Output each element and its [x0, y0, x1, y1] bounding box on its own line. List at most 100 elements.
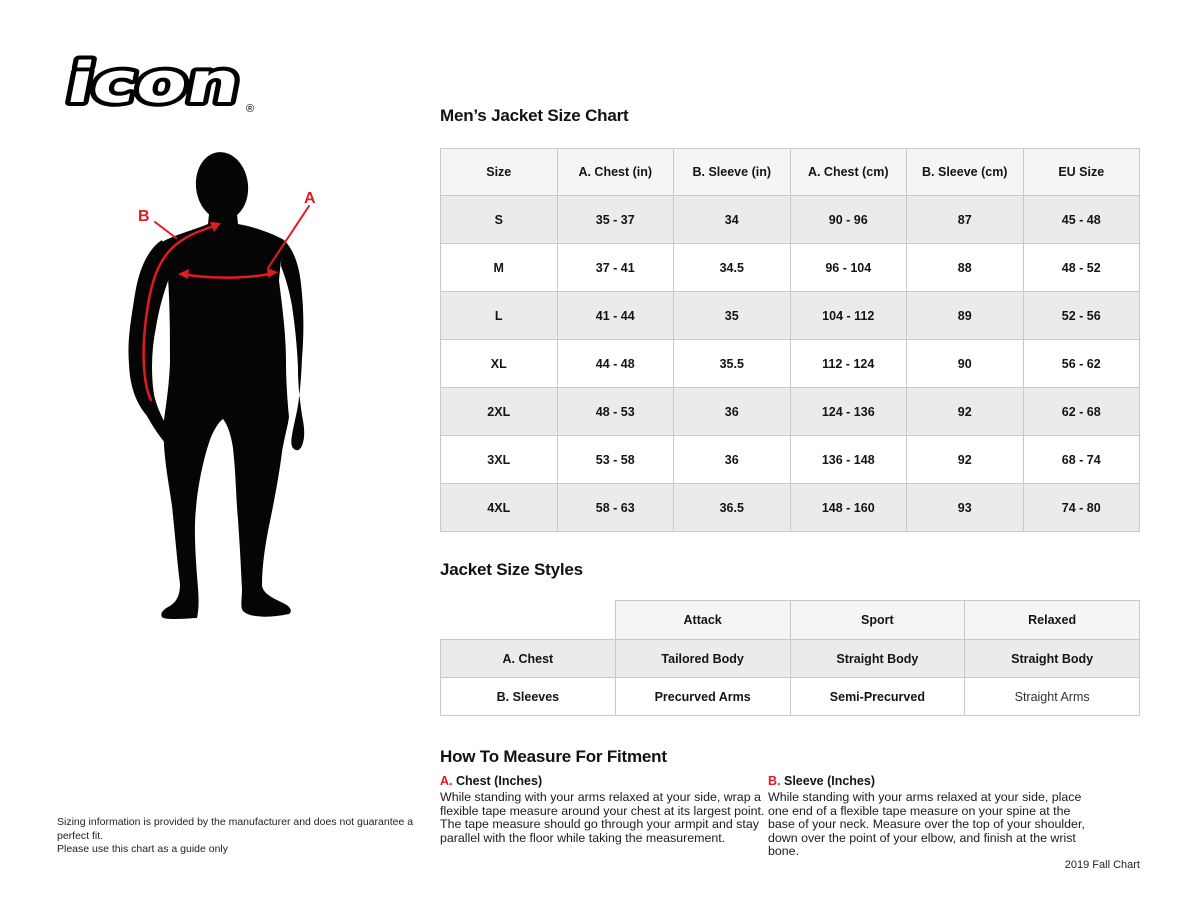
- table-cell: 88: [906, 243, 1024, 292]
- table-cell: 92: [906, 387, 1024, 436]
- table-cell: 92: [906, 435, 1024, 484]
- table-cell: 48 - 53: [556, 387, 674, 436]
- measure-sleeve-body: While standing with your arms relaxed at…: [768, 790, 1085, 859]
- registered-mark: ®: [246, 103, 254, 115]
- measure-chest-column: A. Chest (Inches) While standing with yo…: [440, 774, 766, 845]
- measure-chest-letter: A.: [440, 774, 453, 788]
- table-row: M 37 - 41 34.5 96 - 104 88 48 - 52: [440, 243, 1140, 292]
- column-header: Attack: [614, 600, 791, 640]
- label-a-pointer-line: [267, 205, 310, 269]
- table-cell: B. Sleeves: [440, 677, 616, 716]
- table-cell: 62 - 68: [1022, 387, 1140, 436]
- size-chart-title: Men’s Jacket Size Chart: [440, 106, 629, 125]
- column-header: B. Sleeve (cm): [906, 148, 1024, 196]
- size-chart-header-row: Size A. Chest (in) B. Sleeve (in) A. Chest …: [440, 148, 1140, 196]
- column-header: Sport: [789, 600, 966, 640]
- column-header: B. Sleeve (in): [673, 148, 791, 196]
- measure-chest-heading: A. Chest (Inches): [440, 774, 766, 788]
- table-cell: Semi-Precurved: [789, 677, 966, 716]
- table-cell: 36: [673, 387, 791, 436]
- table-cell: 124 - 136: [789, 387, 907, 436]
- size-chart-table: Size A. Chest (in) B. Sleeve (in) A. Chest …: [440, 148, 1140, 532]
- table-cell: 37 - 41: [556, 243, 674, 292]
- measure-sleeve-letter: B.: [768, 774, 781, 788]
- table-cell: 74 - 80: [1022, 483, 1140, 532]
- table-cell: 48 - 52: [1022, 243, 1140, 292]
- table-cell: 41 - 44: [556, 291, 674, 340]
- table-row: B. Sleeves Precurved Arms Semi-Precurved St…: [440, 677, 1140, 716]
- table-cell: 148 - 160: [789, 483, 907, 532]
- chart-version: 2019 Fall Chart: [1064, 859, 1140, 871]
- table-cell: L: [440, 291, 558, 340]
- table-cell: 136 - 148: [789, 435, 907, 484]
- sizing-disclaimer: Sizing information is provided by the ma…: [57, 816, 414, 855]
- styles-chart-title: Jacket Size Styles: [440, 560, 583, 579]
- table-cell: 58 - 63: [556, 483, 674, 532]
- table-cell: Tailored Body: [614, 639, 791, 678]
- table-row: 3XL 53 - 58 36 136 - 148 92 68 - 74: [440, 435, 1140, 484]
- table-row: L 41 - 44 35 104 - 112 89 52 - 56: [440, 291, 1140, 340]
- table-cell: 87: [906, 195, 1024, 244]
- chest-arrow-left: [178, 269, 189, 279]
- icon-logo-text: icon: [62, 52, 247, 116]
- table-cell: 36: [673, 435, 791, 484]
- table-cell: 56 - 62: [1022, 339, 1140, 388]
- table-row: 4XL 58 - 63 36.5 148 - 160 93 74 - 80: [440, 483, 1140, 532]
- measure-chest-heading-text: Chest (Inches): [455, 774, 543, 788]
- chest-arrow-right: [267, 268, 278, 278]
- table-cell: 96 - 104: [789, 243, 907, 292]
- label-b-pointer-line: [154, 221, 177, 239]
- table-row: XL 44 - 48 35.5 112 - 124 90 56 - 62: [440, 339, 1140, 388]
- table-cell: 35.5: [673, 339, 791, 388]
- table-row: S 35 - 37 34 90 - 96 87 45 - 48: [440, 195, 1140, 244]
- table-cell: Straight Body: [789, 639, 966, 678]
- chest-measure-line: [180, 271, 276, 279]
- sleeve-arrow-neck: [210, 222, 221, 232]
- silhouette-right-arm: [281, 240, 305, 451]
- measure-chest-body: While standing with your arms relaxed at…: [440, 790, 765, 845]
- silhouette-body: [161, 204, 291, 619]
- measure-sleeve-heading-text: Sleeve (Inches): [783, 774, 875, 788]
- column-header: A. Chest (cm): [789, 148, 907, 196]
- table-cell: 35 - 37: [556, 195, 674, 244]
- table-cell: 90 - 96: [789, 195, 907, 244]
- table-cell: 35: [673, 291, 791, 340]
- table-cell: 3XL: [440, 435, 558, 484]
- silhouette-left-arm: [128, 240, 177, 452]
- table-cell: 44 - 48: [556, 339, 674, 388]
- styles-chart-header-row: Attack Sport Relaxed: [440, 600, 1140, 640]
- table-cell: M: [440, 243, 558, 292]
- table-cell: 52 - 56: [1022, 291, 1140, 340]
- figure-label-a: A: [304, 190, 316, 207]
- table-cell: 34.5: [673, 243, 791, 292]
- table-cell: 68 - 74: [1022, 435, 1140, 484]
- column-header: Size: [440, 148, 558, 196]
- table-cell: 112 - 124: [789, 339, 907, 388]
- figure-label-b: B: [138, 208, 150, 225]
- table-cell: 104 - 112: [789, 291, 907, 340]
- table-cell: 93: [906, 483, 1024, 532]
- table-cell: 2XL: [440, 387, 558, 436]
- table-cell: Straight Body: [964, 639, 1140, 678]
- column-header: A. Chest (in): [556, 148, 674, 196]
- table-cell: 36.5: [673, 483, 791, 532]
- table-cell: A. Chest: [440, 639, 616, 678]
- table-cell: 34: [673, 195, 791, 244]
- silhouette-head: [195, 152, 249, 220]
- table-cell: 53 - 58: [556, 435, 674, 484]
- table-cell: 90: [906, 339, 1024, 388]
- styles-chart-table: Attack Sport Relaxed A. Chest Tailored Body…: [440, 600, 1140, 716]
- table-row: 2XL 48 - 53 36 124 - 136 92 62 - 68: [440, 387, 1140, 436]
- table-cell: XL: [440, 339, 558, 388]
- measure-sleeve-column: B. Sleeve (Inches) While standing with y…: [768, 774, 1088, 859]
- measure-section-title: How To Measure For Fitment: [440, 747, 667, 766]
- blank-corner-cell: [440, 600, 616, 640]
- sleeve-measure-line: [142, 223, 219, 402]
- icon-logo-graphic: icon ®: [58, 47, 255, 119]
- column-header: Relaxed: [964, 600, 1140, 640]
- icon-logo: icon ®: [50, 47, 265, 119]
- measure-sleeve-heading: B. Sleeve (Inches): [768, 774, 1088, 788]
- table-cell: 4XL: [440, 483, 558, 532]
- body-silhouette-graphic: A B: [128, 152, 316, 619]
- table-cell: S: [440, 195, 558, 244]
